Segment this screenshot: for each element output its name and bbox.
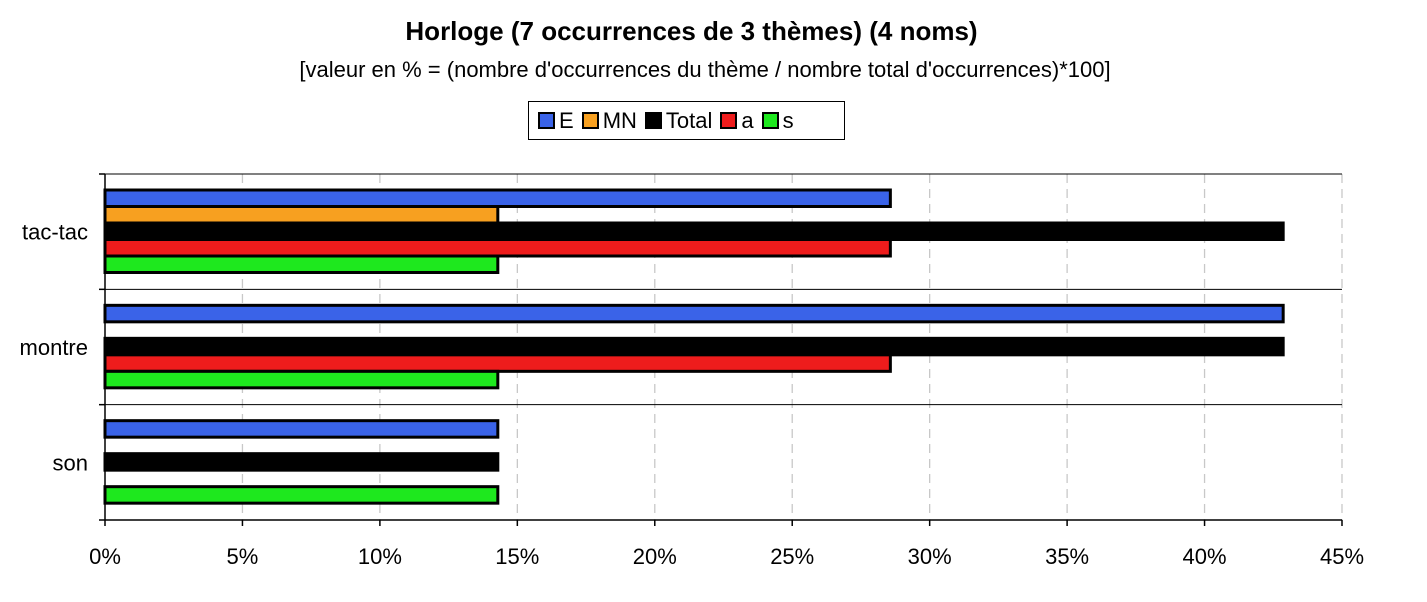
bar — [103, 353, 892, 373]
bar — [103, 369, 500, 390]
legend-swatch — [538, 112, 555, 129]
legend-label: a — [741, 107, 754, 133]
legend-swatch — [581, 112, 599, 129]
x-tick-label: 5% — [227, 544, 259, 569]
legend-item: MN — [581, 107, 637, 133]
bar — [103, 419, 500, 439]
legend-swatch — [644, 112, 662, 129]
legend: E MN Total a s — [528, 101, 845, 140]
category-label: tac-tac — [22, 220, 88, 245]
x-tick-label: 0% — [89, 544, 121, 569]
legend-item: E — [538, 107, 574, 133]
category-label: son — [53, 450, 88, 475]
x-tick-label: 20% — [633, 544, 677, 569]
bar — [103, 485, 500, 505]
legend-label: MN — [602, 107, 637, 133]
bar — [103, 336, 1285, 357]
bar — [103, 452, 500, 472]
x-tick-label: 30% — [908, 544, 952, 569]
x-tick-label: 25% — [770, 544, 814, 569]
category-label: montre — [20, 335, 88, 360]
x-tick-label: 40% — [1183, 544, 1227, 569]
bar — [103, 221, 1285, 241]
bar — [103, 238, 892, 258]
legend-swatch — [720, 112, 738, 129]
chart-subtitle: [valeur en % = (nombre d'occurrences du … — [299, 57, 1111, 82]
x-tick-label: 10% — [358, 544, 402, 569]
legend-item: Total — [644, 107, 713, 133]
x-tick-label: 45% — [1320, 544, 1364, 569]
bar — [103, 188, 892, 208]
bar — [103, 303, 1285, 324]
legend-label: E — [559, 107, 574, 133]
legend-item: a — [720, 107, 754, 133]
legend-item: s — [761, 107, 794, 133]
bar — [103, 254, 500, 274]
legend-label: s — [782, 107, 794, 133]
bar — [103, 205, 500, 225]
chart-title: Horloge (7 occurrences de 3 thèmes) (4 n… — [405, 16, 978, 46]
legend-swatch — [761, 112, 779, 129]
legend-label: Total — [665, 107, 713, 133]
x-tick-label: 15% — [495, 544, 539, 569]
x-tick-label: 35% — [1045, 544, 1089, 569]
